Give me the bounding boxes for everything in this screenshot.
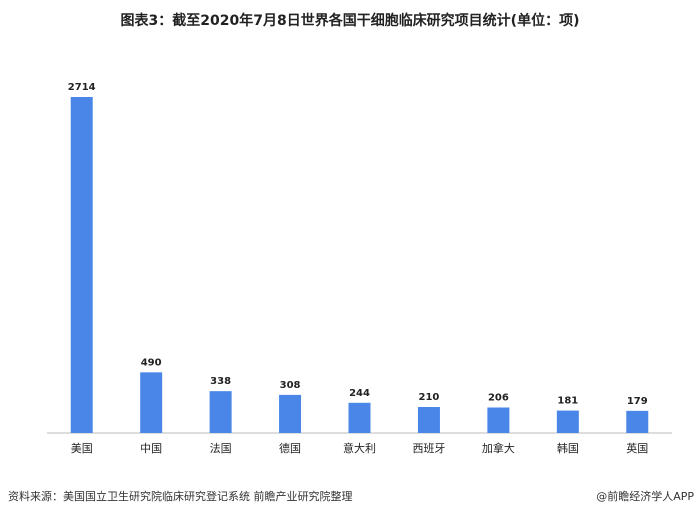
bar <box>556 410 579 433</box>
x-tick-label: 法国 <box>210 441 232 455</box>
value-label: 308 <box>280 380 301 391</box>
bar <box>417 407 440 433</box>
x-tick-label: 韩国 <box>557 441 579 455</box>
bar <box>348 402 371 433</box>
x-tick-label: 中国 <box>140 442 162 455</box>
x-tick-label: 加拿大 <box>482 441 515 455</box>
bar <box>140 372 163 433</box>
x-tick-label: 英国 <box>626 441 648 455</box>
x-tick-label: 德国 <box>279 441 301 455</box>
x-tick-label: 西班牙 <box>412 442 445 455</box>
bar <box>487 407 510 433</box>
bar <box>209 391 232 433</box>
source: 资料来源：美国国立卫生研究院临床研究登记系统 前瞻产业研究院整理 <box>8 489 353 503</box>
value-label: 244 <box>349 388 370 399</box>
bar <box>70 97 93 433</box>
x-tick-label: 意大利 <box>343 441 376 455</box>
bar <box>279 394 302 433</box>
value-label: 210 <box>419 392 440 403</box>
value-label: 206 <box>488 392 509 403</box>
value-label: 490 <box>141 357 162 368</box>
x-tick-label: 美国 <box>71 442 93 455</box>
value-label: 338 <box>210 376 231 387</box>
bar <box>626 410 649 433</box>
value-label: 2714 <box>68 82 96 93</box>
credit: @前瞻经济学人APP <box>596 489 694 503</box>
value-label: 179 <box>627 396 648 407</box>
chart-title: 图表3：截至2020年7月8日世界各国干细胞临床研究项目统计(单位：项) <box>121 12 580 29</box>
value-label: 181 <box>557 396 578 407</box>
